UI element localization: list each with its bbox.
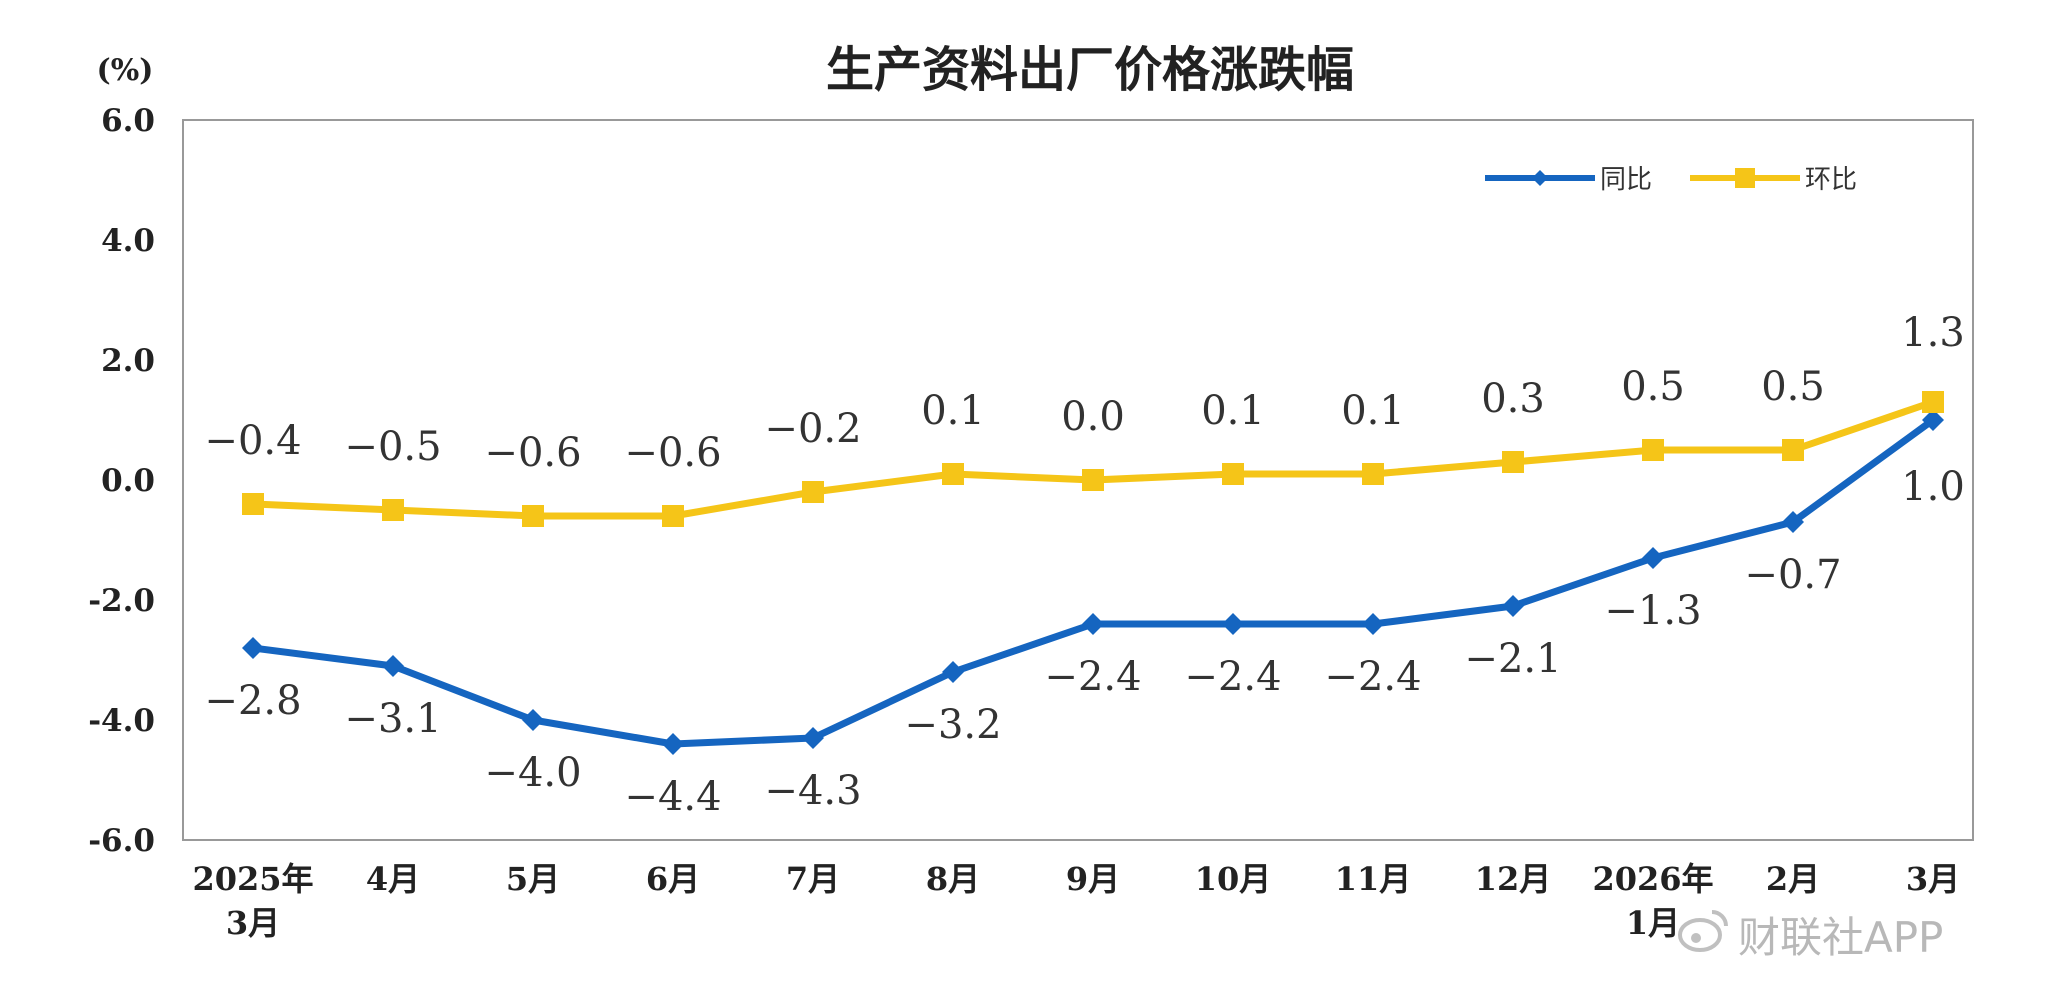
series-1-point bbox=[1362, 463, 1384, 485]
data-label: 1.0 bbox=[1901, 464, 1965, 510]
watermark: 财联社APP bbox=[1678, 910, 1943, 962]
legend: 同比 环比 bbox=[1485, 165, 1857, 195]
series-1-point bbox=[1222, 463, 1244, 485]
x-tick-label: 12月 bbox=[1475, 860, 1552, 898]
data-label: −3.1 bbox=[344, 696, 441, 742]
data-label: −3.2 bbox=[904, 702, 1001, 748]
series-1-point bbox=[382, 499, 404, 521]
series-0-point bbox=[1082, 613, 1104, 635]
x-tick-label: 11月 bbox=[1335, 860, 1412, 898]
weibo-icon bbox=[1678, 910, 1728, 952]
plot-area-frame bbox=[182, 119, 1974, 841]
x-tick-label: 7月 bbox=[786, 860, 840, 898]
data-label: −2.4 bbox=[1184, 654, 1281, 700]
data-label: −1.3 bbox=[1604, 588, 1701, 634]
data-label: −2.8 bbox=[204, 678, 301, 724]
data-label: 0.0 bbox=[1061, 394, 1125, 440]
data-label: −4.3 bbox=[764, 768, 861, 814]
legend-marker-yoy bbox=[1532, 170, 1548, 186]
series-0-point bbox=[1222, 613, 1244, 635]
x-tick-label: 10月 bbox=[1195, 860, 1272, 898]
chart-title: 生产资料出厂价格涨跌幅 bbox=[826, 42, 1354, 98]
y-tick-label: 2.0 bbox=[101, 343, 155, 379]
x-tick-label: 3月 bbox=[1906, 860, 1960, 898]
data-label: 0.1 bbox=[1341, 388, 1405, 434]
data-label: 0.5 bbox=[1621, 364, 1685, 410]
series-0-point bbox=[1502, 595, 1524, 617]
series-1-point bbox=[802, 481, 824, 503]
x-tick-label: 4月 bbox=[366, 860, 420, 898]
data-label: −0.4 bbox=[204, 418, 301, 464]
data-label: −2.4 bbox=[1044, 654, 1141, 700]
y-tick-label: 6.0 bbox=[101, 103, 155, 139]
x-axis: 2025年 3月 4月 5月 6月 7月 8月 9月 10月 11月 12月 2026年 1月 2月 3月 bbox=[192, 860, 1960, 942]
series-1-point bbox=[1782, 439, 1804, 461]
data-label: 0.3 bbox=[1481, 376, 1545, 422]
x-tick-label: 2026年 bbox=[1592, 860, 1713, 898]
data-label: −0.5 bbox=[344, 424, 441, 470]
y-axis-unit: (%) bbox=[97, 53, 154, 88]
series-1-point bbox=[1922, 391, 1944, 413]
y-tick-label: -6.0 bbox=[88, 823, 155, 859]
legend-label-yoy: 同比 bbox=[1600, 165, 1652, 195]
data-label: −0.7 bbox=[1744, 552, 1841, 598]
x-tick-label: 5月 bbox=[506, 860, 560, 898]
series-0-point bbox=[1922, 409, 1944, 431]
data-label: −0.2 bbox=[764, 406, 861, 452]
legend-marker-mom bbox=[1735, 168, 1755, 188]
data-label: −0.6 bbox=[484, 430, 581, 476]
data-label: −4.4 bbox=[624, 774, 721, 820]
y-tick-label: -4.0 bbox=[88, 703, 155, 739]
y-tick-label: 4.0 bbox=[101, 223, 155, 259]
series-0-point bbox=[1782, 511, 1804, 533]
series-0-point bbox=[242, 637, 264, 659]
x-tick-label: 2月 bbox=[1766, 860, 1820, 898]
data-label: 0.5 bbox=[1761, 364, 1825, 410]
data-label: 0.1 bbox=[921, 388, 985, 434]
data-label: 1.3 bbox=[1901, 310, 1965, 356]
series-0-point bbox=[1362, 613, 1384, 635]
x-tick-label: 6月 bbox=[646, 860, 700, 898]
data-label: −2.4 bbox=[1324, 654, 1421, 700]
series-0-point bbox=[942, 661, 964, 683]
data-label: −0.6 bbox=[624, 430, 721, 476]
x-tick-label: 8月 bbox=[926, 860, 980, 898]
series-1-point bbox=[522, 505, 544, 527]
series-layer bbox=[242, 391, 1944, 755]
series-0-point bbox=[1642, 547, 1664, 569]
series-0-point bbox=[382, 655, 404, 677]
series-0-point bbox=[662, 733, 684, 755]
series-0-point bbox=[802, 727, 824, 749]
y-axis: 6.0 4.0 2.0 0.0 -2.0 -4.0 -6.0 bbox=[88, 103, 155, 859]
y-tick-label: -2.0 bbox=[88, 583, 155, 619]
series-1-point bbox=[942, 463, 964, 485]
data-label: −4.0 bbox=[484, 750, 581, 796]
x-tick-label: 1月 bbox=[1626, 904, 1680, 942]
x-tick-label: 3月 bbox=[226, 904, 280, 942]
data-label: 0.1 bbox=[1201, 388, 1265, 434]
series-0-point bbox=[522, 709, 544, 731]
series-1-point bbox=[1642, 439, 1664, 461]
watermark-text: 财联社APP bbox=[1738, 913, 1943, 962]
x-tick-label: 9月 bbox=[1066, 860, 1120, 898]
series-1-point bbox=[242, 493, 264, 515]
x-tick-label: 2025年 bbox=[192, 860, 313, 898]
series-1-point bbox=[1502, 451, 1524, 473]
series-1-point bbox=[662, 505, 684, 527]
y-tick-label: 0.0 bbox=[101, 463, 155, 499]
data-labels: −2.8 −3.1 −4.0 −4.4 −4.3 −3.2 −2.4 −2.4 −2.4 −2.1… bbox=[204, 310, 1964, 820]
legend-label-mom: 环比 bbox=[1805, 165, 1857, 195]
data-label: −2.1 bbox=[1464, 636, 1561, 682]
series-1-point bbox=[1082, 469, 1104, 491]
